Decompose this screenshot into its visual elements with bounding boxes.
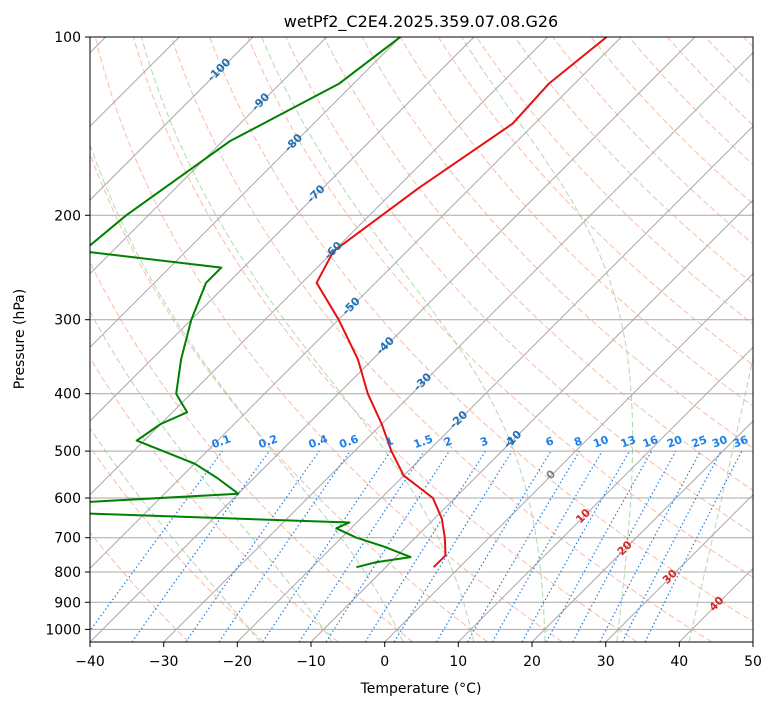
dry-adiabat bbox=[437, 37, 753, 366]
x-tick-label: −40 bbox=[75, 654, 105, 670]
x-tick-label: −30 bbox=[149, 654, 179, 670]
y-axis: 100 200 300 400 500 600 700 800 900 1000 bbox=[45, 30, 90, 638]
x-axis-label: Temperature (°C) bbox=[360, 681, 482, 697]
y-tick-label: 400 bbox=[54, 387, 81, 403]
mixing-ratio-label: 0.6 bbox=[338, 432, 361, 451]
mixing-ratio-label: 20 bbox=[665, 433, 684, 451]
isotherm-line bbox=[457, 346, 753, 642]
dry-adiabat bbox=[132, 37, 638, 642]
background-lines bbox=[90, 37, 753, 642]
isotherm-line bbox=[90, 37, 622, 570]
mixing-ratio-label: 13 bbox=[619, 433, 638, 450]
mixing-ratio-line bbox=[521, 450, 631, 642]
dry-adiabat bbox=[399, 37, 753, 407]
isotherm-line bbox=[531, 420, 753, 642]
dry-adiabat bbox=[90, 152, 488, 642]
moist-adiabat bbox=[140, 37, 475, 642]
mixing-ratio-line bbox=[185, 450, 320, 642]
dry-adiabat bbox=[94, 37, 563, 642]
mixing-ratio-line bbox=[325, 450, 450, 642]
mixing-ratio-label: 0.4 bbox=[307, 432, 330, 451]
moist-adiabat bbox=[261, 37, 546, 642]
isotherm-line bbox=[236, 125, 753, 642]
series-layer bbox=[90, 37, 608, 569]
dry-adiabat bbox=[90, 356, 339, 642]
chart-title: wetPf2_C2E4.2025.359.07.08.G26 bbox=[284, 12, 558, 32]
mixing-ratio-label: 3 bbox=[478, 434, 490, 449]
y-tick-label: 900 bbox=[54, 595, 81, 611]
mixing-ratio-label: 8 bbox=[572, 434, 584, 449]
moist-adiabat bbox=[90, 142, 404, 642]
x-tick-label: −20 bbox=[223, 654, 253, 670]
mixing-ratio-label: 2 bbox=[442, 434, 454, 449]
dry-adiabat bbox=[285, 37, 753, 535]
dry-adiabat bbox=[90, 531, 190, 642]
y-tick-label: 700 bbox=[54, 531, 81, 547]
mixing-ratio-label: 25 bbox=[690, 433, 709, 450]
mixing-ratio-label: 10 bbox=[591, 433, 610, 451]
isotherm-line bbox=[90, 37, 696, 642]
dry-adiabat bbox=[247, 37, 753, 578]
mixing-ratio-label: 36 bbox=[731, 433, 750, 451]
x-tick-label: 10 bbox=[449, 654, 467, 670]
mixing-ratio-label: 1 bbox=[384, 434, 396, 449]
y-tick-label: 600 bbox=[54, 491, 81, 507]
mixing-ratio-label: 4 bbox=[505, 434, 517, 449]
mixing-ratio-line bbox=[393, 450, 513, 642]
y-tick-label: 300 bbox=[54, 313, 81, 329]
y-tick-label: 100 bbox=[54, 30, 81, 46]
isotherm-line bbox=[310, 199, 753, 642]
x-tick-label: 50 bbox=[744, 654, 762, 670]
x-tick-label: 30 bbox=[597, 654, 615, 670]
x-tick-label: −10 bbox=[296, 654, 326, 670]
isotherm-line bbox=[163, 51, 753, 642]
isotherm-line bbox=[90, 37, 328, 275]
dry-adiabat bbox=[514, 37, 753, 285]
dewpoint-profile bbox=[90, 37, 412, 569]
dry-adiabat bbox=[361, 37, 753, 449]
plot-frame bbox=[89, 36, 754, 643]
isotherm-line bbox=[384, 272, 753, 642]
isotherm-line bbox=[90, 37, 475, 422]
dry-adiabat bbox=[90, 446, 264, 642]
mixing-ratio-label: 0.2 bbox=[257, 432, 280, 451]
y-tick-label: 500 bbox=[54, 444, 81, 460]
mixing-ratio-label: 1.5 bbox=[412, 432, 435, 451]
dry-adiabat bbox=[209, 37, 753, 623]
mixing-ratio-line bbox=[90, 450, 223, 632]
mixing-ratio-label: 0.1 bbox=[210, 432, 233, 451]
y-tick-label: 1000 bbox=[45, 622, 81, 638]
mixing-ratio-line bbox=[298, 450, 425, 642]
mixing-ratio-line bbox=[572, 450, 677, 642]
mixing-ratio-label: 6 bbox=[544, 434, 556, 449]
mixing-ratio-line bbox=[262, 450, 392, 642]
moist-adiabat bbox=[90, 427, 261, 642]
y-tick-label: 200 bbox=[54, 208, 81, 224]
mixing-ratio-line bbox=[545, 450, 653, 642]
x-tick-label: 0 bbox=[380, 654, 389, 670]
isotherm-line bbox=[90, 37, 401, 349]
y-tick-label: 800 bbox=[54, 565, 81, 581]
isotherm-line bbox=[605, 493, 753, 642]
y-axis-label: Pressure (hPa) bbox=[12, 289, 28, 389]
isotherm-line bbox=[90, 37, 254, 201]
x-tick-label: 40 bbox=[670, 654, 688, 670]
plot-background bbox=[90, 37, 753, 642]
isotherm-line bbox=[90, 37, 549, 496]
x-tick-label: 20 bbox=[523, 654, 541, 670]
mixing-ratio-line bbox=[644, 450, 743, 642]
x-axis: −40 −30 −20 −10 0 10 20 30 40 50 bbox=[75, 642, 762, 670]
mixing-ratio-line bbox=[131, 450, 270, 642]
mixing-ratio-label: 16 bbox=[641, 433, 660, 451]
temperature-profile bbox=[315, 37, 608, 568]
dry-adiabat bbox=[171, 37, 712, 642]
mixing-ratio-label: 30 bbox=[710, 433, 729, 451]
mixing-ratio-line bbox=[218, 450, 351, 642]
